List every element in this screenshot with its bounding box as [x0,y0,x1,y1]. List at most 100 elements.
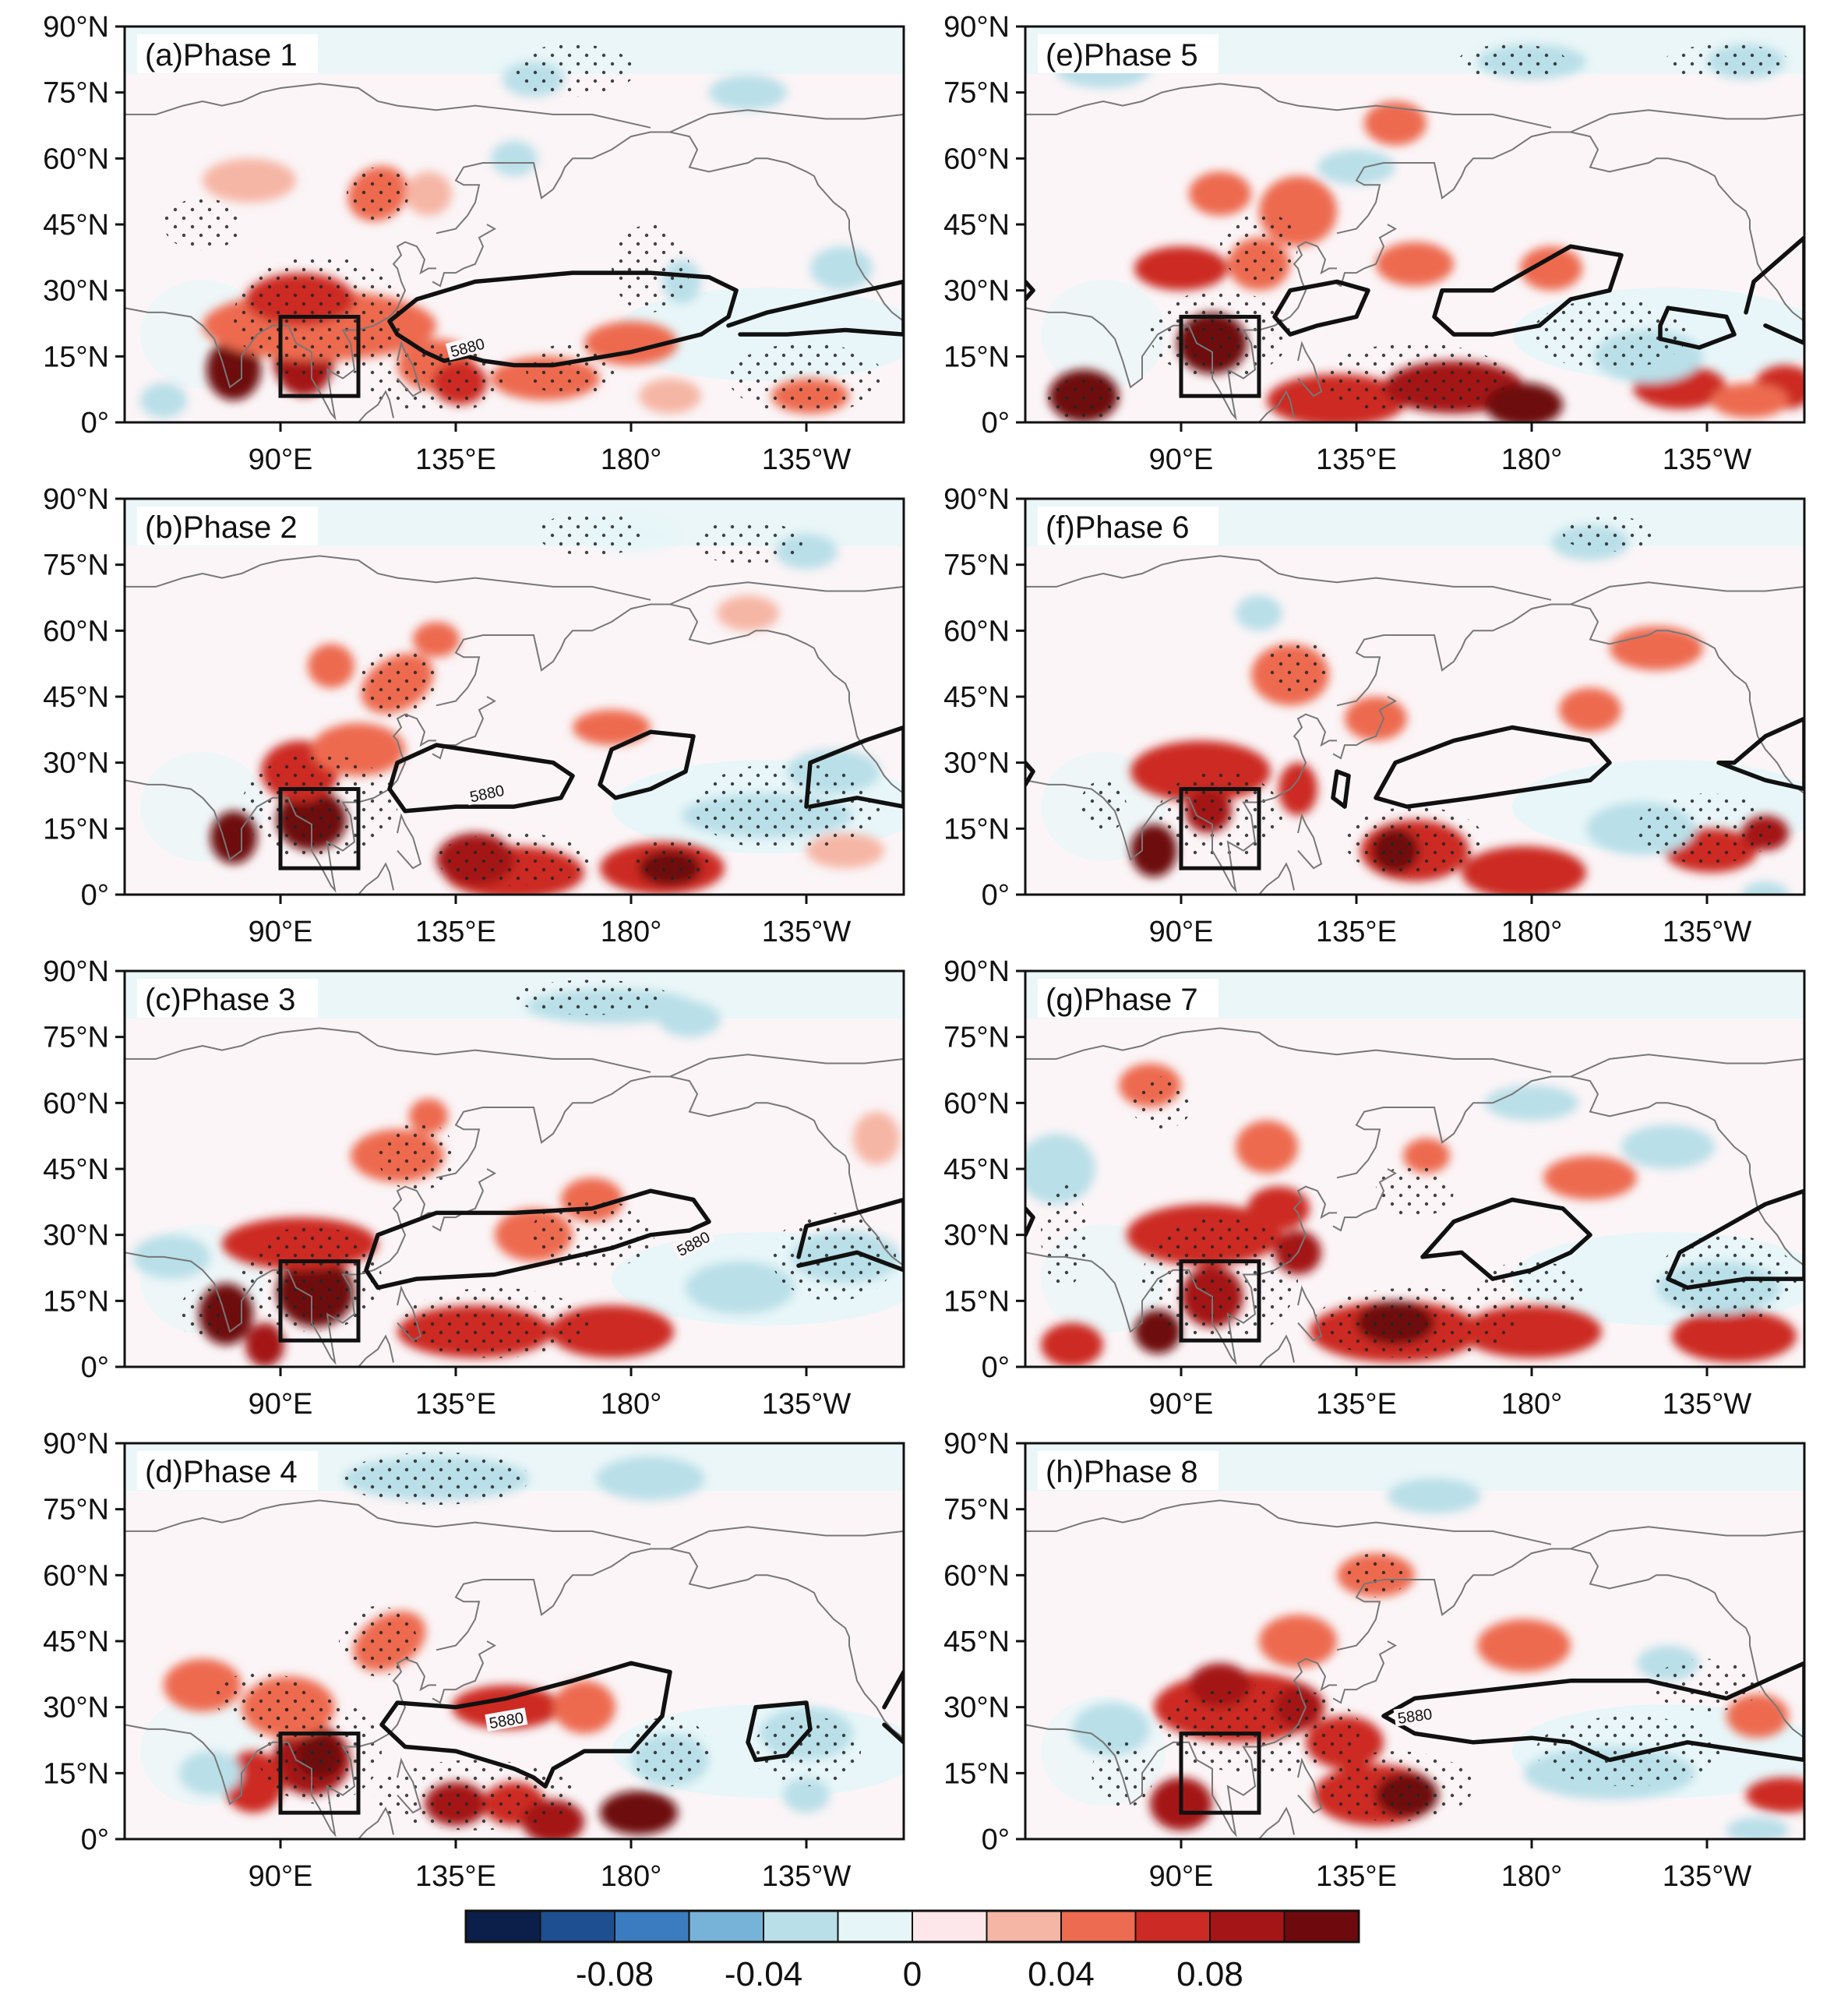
contour-5880 [387,270,739,368]
lon-tick-label: 135°E [1316,1860,1397,1893]
coastline [125,555,651,601]
anomaly-field [639,378,701,414]
significance-stippling [631,837,709,882]
region-box [278,1732,361,1815]
lat-tick-label: 75°N [43,77,109,110]
lat-tick-label: 75°N [943,1022,1010,1054]
lon-tick-label: 135°E [415,1388,496,1421]
anomaly-field [600,1790,678,1835]
lat-tick-label: 45°N [943,209,1010,242]
anomaly-field [1247,1186,1310,1231]
significance-stippling [728,343,884,414]
region-box [1179,787,1261,870]
significance-stippling [242,1226,382,1332]
coastline [1297,1757,1323,1814]
lon-tick-label: 135°E [1316,443,1397,476]
contour-5880 [882,1669,904,1745]
lat-tick-label: 75°N [943,77,1010,110]
lat-tick-label: 0° [81,1351,109,1384]
coastline [1258,390,1295,422]
lat-tick-label: 30°N [943,1692,1010,1725]
lon-tick-label: 90°E [1149,443,1214,476]
map-panel: 5880(a)Phase 190°N75°N60°N45°N30°N15°N0°… [43,11,905,476]
coastline [669,581,904,606]
colorbar-swatch [614,1910,690,1943]
anomaly-field [1041,1322,1103,1367]
region-box [278,315,361,398]
lat-tick-label: 15°N [943,1285,1010,1318]
anomaly-field [573,709,651,746]
map-panel: 5880(d)Phase 490°N75°N60°N45°N30°N15°N0°… [43,1428,905,1893]
lat-tick-label: 45°N [43,209,109,242]
significance-stippling [1345,1553,1407,1598]
significance-stippling [1080,780,1127,833]
contour-5880 [804,725,904,809]
contour-5880 [1432,244,1624,337]
lat-tick-label: 30°N [43,275,109,308]
significance-stippling [526,343,619,397]
lon-tick-label: 135°W [1663,443,1752,476]
coastline [1025,1027,1552,1073]
significance-stippling [1130,1076,1193,1130]
anomaly-field [1520,246,1582,291]
contour-5880 [1025,1206,1035,1237]
region-box [278,1259,361,1343]
significance-stippling [1652,1658,1762,1712]
lon-tick-label: 180° [1501,1388,1563,1421]
anomaly-field [1485,1085,1578,1121]
colorbar-swatch [688,1910,764,1943]
lat-tick-label: 75°N [43,1494,109,1527]
lat-tick-label: 45°N [943,681,1010,714]
lat-tick-label: 90°N [943,955,1010,988]
colorbar-swatch [1283,1910,1360,1943]
anomaly-field [1403,1138,1450,1174]
anomaly-field [1236,1120,1298,1174]
anomaly-field [596,1456,705,1501]
lon-tick-label: 135°W [1663,1388,1752,1421]
significance-stippling [1637,793,1777,864]
significance-stippling [1532,298,1688,370]
anomaly-field [1025,1133,1095,1205]
colorbar: -0.08 -0.04 0 0.04 0.08 [464,1909,1360,1993]
anomaly-field [413,622,460,658]
coastline [436,603,904,794]
anomaly-field [1543,1156,1637,1200]
lon-tick-label: 135°W [1663,1860,1752,1893]
anomaly-field [491,140,538,176]
coastline [1297,341,1323,397]
lon-tick-label: 135°E [415,1860,496,1893]
anomaly-field [1388,1478,1481,1514]
coastline [1332,1640,1398,1704]
significance-stippling [1664,44,1789,79]
contour-5880 [1666,1188,1804,1290]
significance-stippling [530,1199,654,1270]
coastline [125,1499,651,1545]
colorbar-swatch [837,1910,913,1943]
lat-tick-label: 15°N [43,341,109,373]
lat-tick-label: 15°N [43,813,109,846]
significance-stippling [1376,1164,1454,1218]
lon-tick-label: 135°E [415,443,496,476]
panel-title: (c)Phase 3 [145,983,295,1017]
coastline [125,1185,436,1365]
lon-tick-label: 90°E [249,1860,313,1893]
region-box [1179,1259,1261,1343]
anomaly-field [1485,383,1563,422]
region-box [278,787,361,870]
anomaly-field [1189,171,1251,216]
anomaly-field [709,75,787,111]
significance-stippling [343,1452,530,1506]
significance-stippling [1041,1181,1088,1288]
colorbar-label: -0.04 [725,1955,802,1993]
colorbar-swatch [986,1910,1062,1943]
map-panel: 5880(h)Phase 890°N75°N60°N45°N30°N15°N0°… [943,1428,1806,1893]
lon-tick-label: 180° [601,1860,662,1893]
lon-tick-label: 90°E [1149,1388,1214,1421]
coastline [1025,83,1552,129]
significance-stippling [347,167,409,221]
anomaly-field [1345,697,1407,741]
coastline [1025,713,1337,893]
anomaly-field [686,1261,795,1315]
anomaly-field [783,1777,830,1813]
lat-tick-label: 30°N [943,1220,1010,1252]
